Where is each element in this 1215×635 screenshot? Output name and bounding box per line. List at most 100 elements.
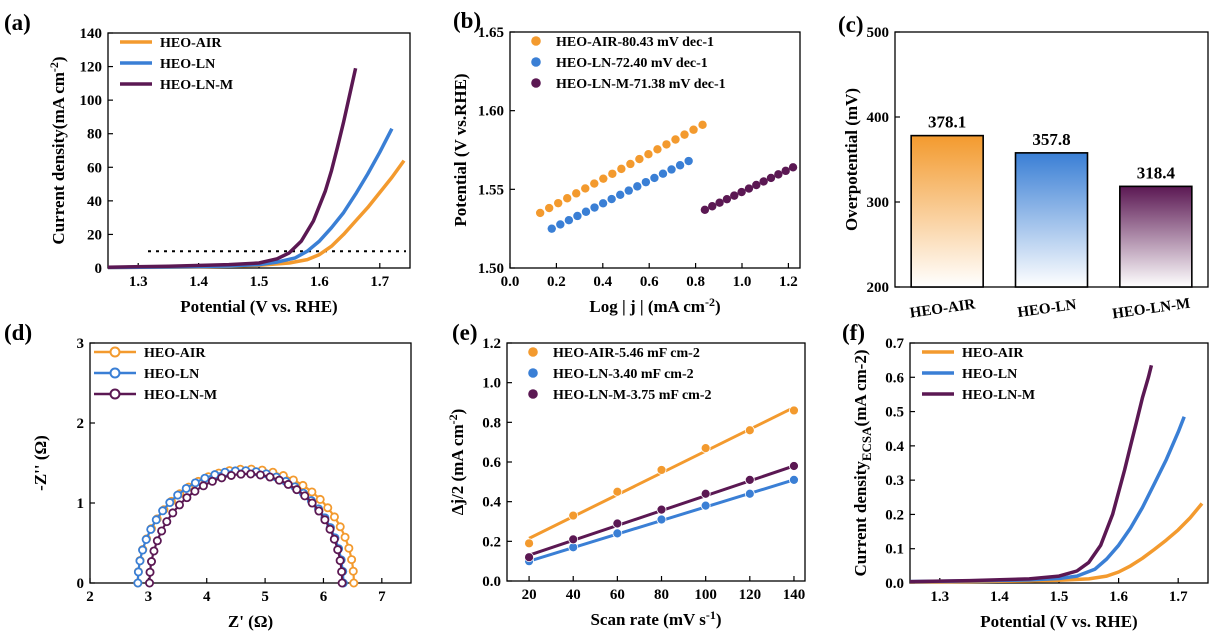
data-point (684, 156, 693, 166)
legend-marker (531, 78, 541, 88)
y-tick-label: 60 (87, 160, 102, 176)
data-point (145, 567, 155, 577)
y-axis-label: -Z'' (Ω) (31, 435, 50, 491)
bar (1119, 185, 1193, 288)
data-point (744, 474, 755, 485)
data-point (616, 190, 625, 200)
series-line (107, 67, 358, 269)
data-point (700, 488, 711, 499)
y-tick-label: 400 (867, 110, 890, 126)
data-point (344, 543, 354, 553)
panel-label: (d) (4, 320, 32, 345)
legend-marker (531, 36, 541, 46)
panel-label: (c) (838, 12, 864, 37)
data-point (612, 518, 623, 529)
data-point (325, 524, 335, 534)
data-point (283, 479, 293, 489)
y-tick-label: 0.4 (885, 439, 904, 455)
x-axis-label: Scan rate (mV s-1) (590, 608, 721, 629)
y-tick-label: 0 (95, 261, 103, 277)
data-point (700, 443, 711, 454)
data-point (774, 170, 783, 179)
data-point (607, 194, 616, 204)
data-point (759, 177, 768, 186)
panel-e: (e) 20 40 60 80 100 120 140 0.0 0.2 0.4 0.6 0.8 1.0 1.… (446, 320, 806, 629)
x-tick-label: 0.8 (686, 274, 705, 290)
panel-c: (c) 200 300 400 500 Overpotential (mV) 378.1 HE… (838, 12, 1209, 322)
data-point (337, 567, 347, 577)
y-tick-label: 200 (867, 280, 890, 296)
data-point (274, 475, 284, 485)
legend-marker (531, 57, 541, 67)
data-point (590, 179, 599, 188)
legend-marker (109, 388, 121, 400)
x-axis-label: Log | j | (mA cm-2) (589, 295, 720, 316)
data-point (146, 524, 156, 534)
y-tick-label: 140 (80, 26, 103, 42)
bar-value-label: 378.1 (928, 113, 966, 132)
x-tick-label: 1.5 (1050, 589, 1069, 605)
x-tick-label: 1.7 (1169, 589, 1188, 605)
legend-label: HEO-LN-72.40 mV dec-1 (556, 56, 708, 71)
data-point (333, 545, 343, 555)
x-tick-label: 3 (145, 589, 153, 605)
data-point (572, 189, 581, 198)
y-axis-label: Δj/2 (mA cm-2) (446, 409, 467, 516)
data-point (564, 216, 574, 225)
y-tick-label: 3 (77, 336, 85, 352)
y-tick-label: 0.6 (885, 370, 904, 386)
data-point (554, 198, 563, 208)
data-point (617, 164, 626, 174)
x-axis-label: Z' (Ω) (228, 612, 273, 631)
bar (910, 134, 984, 288)
y-tick-label: 300 (867, 195, 890, 211)
x-tick-label: 1.0 (733, 274, 752, 290)
data-point (781, 166, 790, 176)
data-point (158, 506, 168, 516)
data-point (635, 154, 644, 164)
category-label: HEO-AIR (909, 297, 977, 322)
bar-value-label: 318.4 (1137, 163, 1176, 182)
y-tick-label: 0.2 (482, 534, 501, 550)
legend-label: HEO-LN (144, 367, 199, 382)
data-point (698, 120, 707, 130)
data-point (708, 202, 717, 211)
data-point (190, 486, 200, 496)
data-point (744, 488, 755, 499)
legend-label: HEO-AIR (962, 346, 1024, 361)
data-point (556, 220, 565, 229)
data-point (641, 177, 651, 187)
y-tick-label: 0.2 (885, 507, 904, 523)
data-point (599, 174, 608, 183)
data-point (656, 504, 667, 515)
data-point (335, 522, 345, 532)
series-line (107, 159, 406, 270)
x-axis-label: Potential (V vs. RHE) (980, 612, 1137, 631)
panel-d: (d) 2 3 4 5 6 7 0 1 2 3 Z' (Ω) -Z'' (Ω) HEO-AIR HEO-LN… (4, 320, 412, 631)
panel-label: (f) (842, 320, 865, 345)
data-point (168, 508, 178, 518)
data-point (173, 490, 183, 500)
y-tick-label: 0.0 (482, 574, 501, 590)
y-tick-label: 1.2 (482, 336, 501, 352)
y-tick-label: 0 (77, 576, 85, 592)
data-point (581, 207, 591, 216)
series-line (107, 127, 394, 270)
y-tick-label: 80 (87, 127, 102, 143)
data-point (347, 555, 357, 565)
x-tick-label: 0.6 (640, 274, 659, 290)
data-point (644, 149, 653, 159)
data-point (349, 578, 359, 588)
x-tick-label: 5 (261, 589, 269, 605)
x-tick-label: 1.7 (370, 274, 389, 290)
panel-b: (b) 0.0 0.2 0.4 0.6 0.8 1.0 1.2 1.50 1.55 1.60 1.65… (451, 8, 801, 316)
x-tick-label: 40 (566, 587, 581, 603)
data-point (320, 515, 330, 525)
data-point (181, 483, 191, 493)
y-tick-label: 20 (87, 227, 102, 243)
data-point (340, 532, 350, 542)
data-point (265, 472, 275, 482)
x-axis-label: Potential (V vs. RHE) (180, 297, 337, 316)
y-tick-label: 0.4 (482, 495, 501, 511)
